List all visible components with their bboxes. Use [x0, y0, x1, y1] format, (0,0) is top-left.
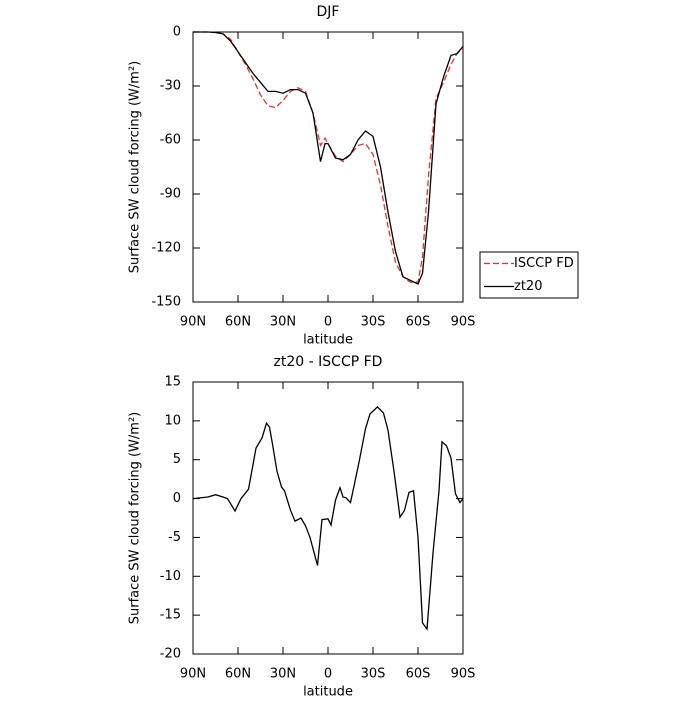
y-tick-label: 0: [173, 491, 181, 506]
data-line: [193, 31, 464, 285]
y-tick-label: -120: [151, 241, 181, 256]
y-axis-label: Surface SW cloud forcing (W/m²): [128, 61, 143, 273]
x-tick-label: 30S: [361, 667, 386, 682]
x-axis-label: latitude: [303, 685, 353, 700]
x-tick-label: 90S: [451, 667, 476, 682]
y-tick-label: -30: [160, 79, 181, 94]
x-axis-label: latitude: [303, 333, 353, 348]
legend-box: [479, 251, 579, 299]
y-tick-label: -20: [160, 647, 181, 662]
x-tick-label: 30N: [270, 315, 296, 330]
x-tick-label: 30N: [270, 667, 296, 682]
x-tick-label: 60S: [406, 315, 431, 330]
x-tick-label: 60N: [225, 315, 251, 330]
y-tick-label: -10: [160, 569, 181, 584]
y-tick-label: -90: [160, 187, 181, 202]
y-axis-label: Surface SW cloud forcing (W/m²): [128, 412, 143, 624]
plot-frame: [192, 31, 464, 303]
y-tick-label: -15: [160, 608, 181, 623]
y-tick-label: 10: [164, 413, 181, 428]
x-tick-label: 90N: [180, 667, 206, 682]
chart-title: DJF: [317, 4, 340, 20]
y-tick-label: -5: [168, 530, 181, 545]
x-tick-label: 0: [324, 667, 332, 682]
x-tick-label: 0: [324, 315, 332, 330]
y-tick-label: 0: [173, 25, 181, 40]
y-tick-label: 15: [164, 375, 181, 390]
y-tick-label: -150: [151, 295, 181, 310]
y-tick-label: -60: [160, 133, 181, 148]
x-tick-label: 90S: [451, 315, 476, 330]
y-tick-label: 5: [173, 452, 181, 467]
x-tick-label: 30S: [361, 315, 386, 330]
x-tick-label: 60S: [406, 667, 431, 682]
data-line: [193, 31, 464, 283]
legend-label: ISCCP FD: [514, 256, 574, 271]
legend-label: zt20: [514, 279, 542, 294]
data-line: [192, 405, 464, 631]
chart-title: zt20 - ISCCP FD: [274, 354, 383, 370]
x-tick-label: 90N: [180, 315, 206, 330]
x-tick-label: 60N: [225, 667, 251, 682]
